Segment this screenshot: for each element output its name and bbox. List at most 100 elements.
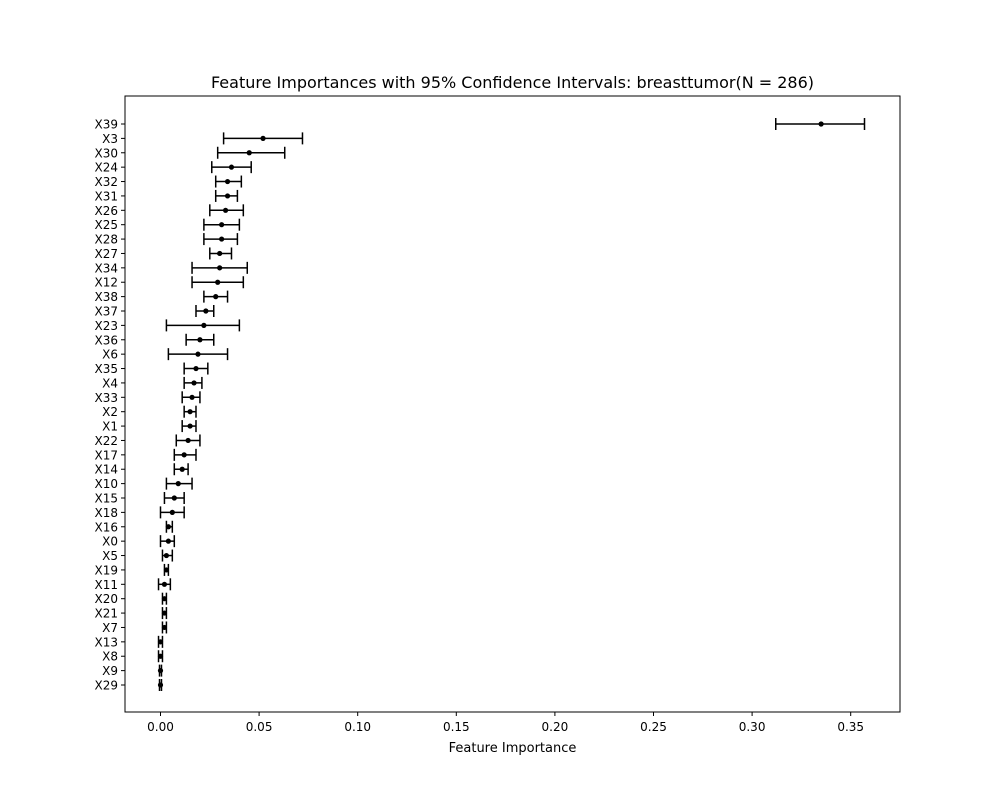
feature-x28 xyxy=(203,233,239,246)
feature-x3 xyxy=(222,132,304,145)
y-tick-label-x13: X13 xyxy=(95,635,119,649)
x-tick-label: 0.10 xyxy=(344,720,371,734)
importance-point-x36 xyxy=(197,337,203,343)
importance-point-x15 xyxy=(171,495,177,501)
y-tick-label-x27: X27 xyxy=(95,247,119,261)
importance-point-x16 xyxy=(165,524,171,530)
feature-x17 xyxy=(173,448,197,461)
feature-x7 xyxy=(161,621,168,634)
y-tick-label-x18: X18 xyxy=(95,506,119,520)
importance-point-x0 xyxy=(165,538,171,544)
y-tick-label-x8: X8 xyxy=(102,650,118,664)
y-tick-label-x21: X21 xyxy=(95,607,119,621)
importance-point-x7 xyxy=(161,624,168,631)
y-tick-label-x31: X31 xyxy=(95,189,119,203)
importance-point-x37 xyxy=(203,308,209,314)
importance-point-x20 xyxy=(161,596,168,602)
feature-x4 xyxy=(183,376,203,389)
importance-point-x26 xyxy=(222,207,229,213)
importance-point-x9 xyxy=(157,668,164,674)
importance-point-x34 xyxy=(217,265,223,271)
importance-point-x39 xyxy=(818,121,824,127)
importance-point-x3 xyxy=(260,135,266,141)
feature-x35 xyxy=(183,362,209,375)
x-tick-label: 0.30 xyxy=(739,720,766,734)
importance-point-x1 xyxy=(187,423,193,429)
feature-x36 xyxy=(185,333,215,346)
feature-x1 xyxy=(181,420,197,433)
importance-point-x11 xyxy=(161,581,168,587)
feature-x15 xyxy=(163,492,185,504)
importance-point-x5 xyxy=(163,552,170,559)
importance-point-x18 xyxy=(169,509,175,515)
feature-x2 xyxy=(183,405,197,418)
feature-x25 xyxy=(203,218,241,231)
importance-point-x30 xyxy=(246,150,252,156)
feature-x33 xyxy=(181,391,201,404)
y-tick-label-x35: X35 xyxy=(95,362,119,376)
y-tick-label-x10: X10 xyxy=(95,477,119,491)
y-tick-label-x22: X22 xyxy=(95,434,119,448)
y-axis-ticks: X39X3X30X24X32X31X26X25X28X27X34X12X38X3… xyxy=(95,118,125,693)
x-tick-label: 0.05 xyxy=(246,720,273,734)
y-tick-label-x20: X20 xyxy=(95,592,119,606)
feature-x19 xyxy=(163,563,170,576)
y-tick-label-x19: X19 xyxy=(95,563,119,577)
y-tick-label-x6: X6 xyxy=(102,348,118,362)
y-tick-label-x30: X30 xyxy=(95,146,119,160)
importance-point-x22 xyxy=(185,437,191,444)
feature-x0 xyxy=(159,535,176,548)
importance-point-x6 xyxy=(195,351,201,357)
y-tick-label-x38: X38 xyxy=(95,290,119,304)
importance-point-x32 xyxy=(224,178,231,185)
importance-point-x10 xyxy=(175,481,181,487)
plot-frame xyxy=(124,95,901,713)
x-axis-label: Feature Importance xyxy=(449,741,577,756)
y-tick-label-x12: X12 xyxy=(95,276,119,290)
importance-point-x12 xyxy=(215,279,221,285)
feature-x31 xyxy=(214,189,239,202)
importance-point-x24 xyxy=(228,164,235,170)
importance-point-x38 xyxy=(213,294,219,300)
feature-x38 xyxy=(203,290,229,303)
x-tick-label: 0.00 xyxy=(147,720,174,734)
y-tick-label-x17: X17 xyxy=(95,448,119,462)
feature-x24 xyxy=(211,161,252,174)
feature-x6 xyxy=(167,348,229,361)
feature-x29 xyxy=(157,679,164,691)
y-tick-label-x36: X36 xyxy=(95,333,119,347)
y-tick-label-x15: X15 xyxy=(95,492,119,506)
y-tick-label-x28: X28 xyxy=(95,233,119,247)
feature-x18 xyxy=(159,506,185,519)
y-tick-label-x33: X33 xyxy=(95,391,119,405)
feature-x20 xyxy=(161,592,168,605)
x-tick-label: 0.25 xyxy=(640,720,667,734)
importance-point-x33 xyxy=(189,394,195,400)
y-tick-label-x32: X32 xyxy=(95,175,119,189)
y-tick-label-x25: X25 xyxy=(95,218,119,232)
y-tick-label-x29: X29 xyxy=(95,679,119,693)
feature-x37 xyxy=(195,305,215,317)
importance-point-x2 xyxy=(187,409,193,415)
feature-x34 xyxy=(191,261,249,274)
y-tick-label-x26: X26 xyxy=(95,204,119,218)
y-tick-label-x34: X34 xyxy=(95,261,119,275)
x-axis-ticks: 0.00 0.05 0.10 0.15 0.20 0.25 0.30 0.35 xyxy=(147,712,864,734)
importance-point-x13 xyxy=(157,639,164,645)
feature-x11 xyxy=(157,578,172,591)
feature-x9 xyxy=(157,664,164,677)
feature-x39 xyxy=(775,118,866,130)
x-tick-label: 0.15 xyxy=(443,720,470,734)
feature-x22 xyxy=(175,434,201,447)
importance-point-x17 xyxy=(181,452,187,458)
importance-point-x4 xyxy=(191,380,197,386)
feature-x21 xyxy=(161,607,168,620)
y-tick-label-x7: X7 xyxy=(102,621,118,635)
feature-x23 xyxy=(165,319,241,332)
y-tick-label-x23: X23 xyxy=(95,319,119,333)
feature-x16 xyxy=(165,520,174,533)
feature-x5 xyxy=(161,549,174,562)
feature-x30 xyxy=(216,146,286,159)
y-tick-label-x9: X9 xyxy=(102,664,118,678)
